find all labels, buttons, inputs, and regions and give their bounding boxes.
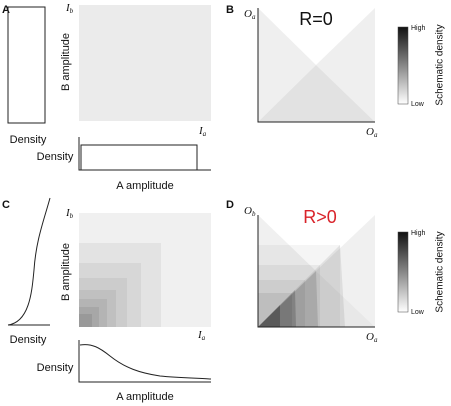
axes	[257, 215, 375, 328]
axis-max: Oa	[244, 8, 256, 21]
colorbar-high: High	[411, 230, 426, 237]
colorbar-low: Low	[411, 101, 425, 108]
density-box	[80, 144, 198, 171]
y-axis-label: B amplitude	[60, 243, 72, 301]
axis-max: Ob	[244, 205, 256, 218]
x-axis-label: A amplitude	[116, 180, 173, 192]
axis-max: Ib	[65, 207, 74, 220]
panel-label: B	[226, 4, 234, 16]
density-curve	[79, 344, 212, 380]
axis-max: Oa	[366, 331, 378, 344]
panel-title: R>0	[303, 207, 337, 227]
axis-max: Oa	[366, 126, 378, 139]
colorbar	[397, 231, 409, 313]
region	[316, 8, 375, 122]
axis-max: Ia	[198, 125, 207, 138]
axes	[78, 340, 211, 383]
colorbar-title: Schematic density	[435, 231, 446, 312]
density-label: Density	[10, 134, 47, 146]
colorbar-high: High	[411, 25, 426, 32]
density-label: Density	[10, 334, 47, 346]
joint-density	[258, 215, 375, 327]
y-axis-label: B amplitude	[60, 33, 72, 91]
density-label: Density	[37, 151, 74, 163]
panel-label: C	[2, 199, 10, 211]
axes	[78, 137, 211, 171]
joint-density	[79, 5, 211, 121]
density-label: Density	[37, 362, 74, 374]
colorbar-low: Low	[411, 309, 425, 316]
colorbar-title: Schematic density	[435, 24, 446, 105]
region	[258, 8, 316, 122]
density-box	[7, 6, 46, 124]
region	[258, 65, 375, 122]
density-curve	[7, 197, 51, 326]
colorbar	[397, 26, 409, 105]
panel-label: A	[2, 4, 10, 16]
panel-label: D	[226, 199, 234, 211]
joint-density	[79, 213, 211, 327]
x-axis-label: A amplitude	[116, 391, 173, 403]
axis-max: Ib	[65, 2, 74, 15]
panel-title: R=0	[299, 9, 333, 29]
axes	[257, 8, 375, 123]
axis-max: Ia	[197, 329, 206, 342]
